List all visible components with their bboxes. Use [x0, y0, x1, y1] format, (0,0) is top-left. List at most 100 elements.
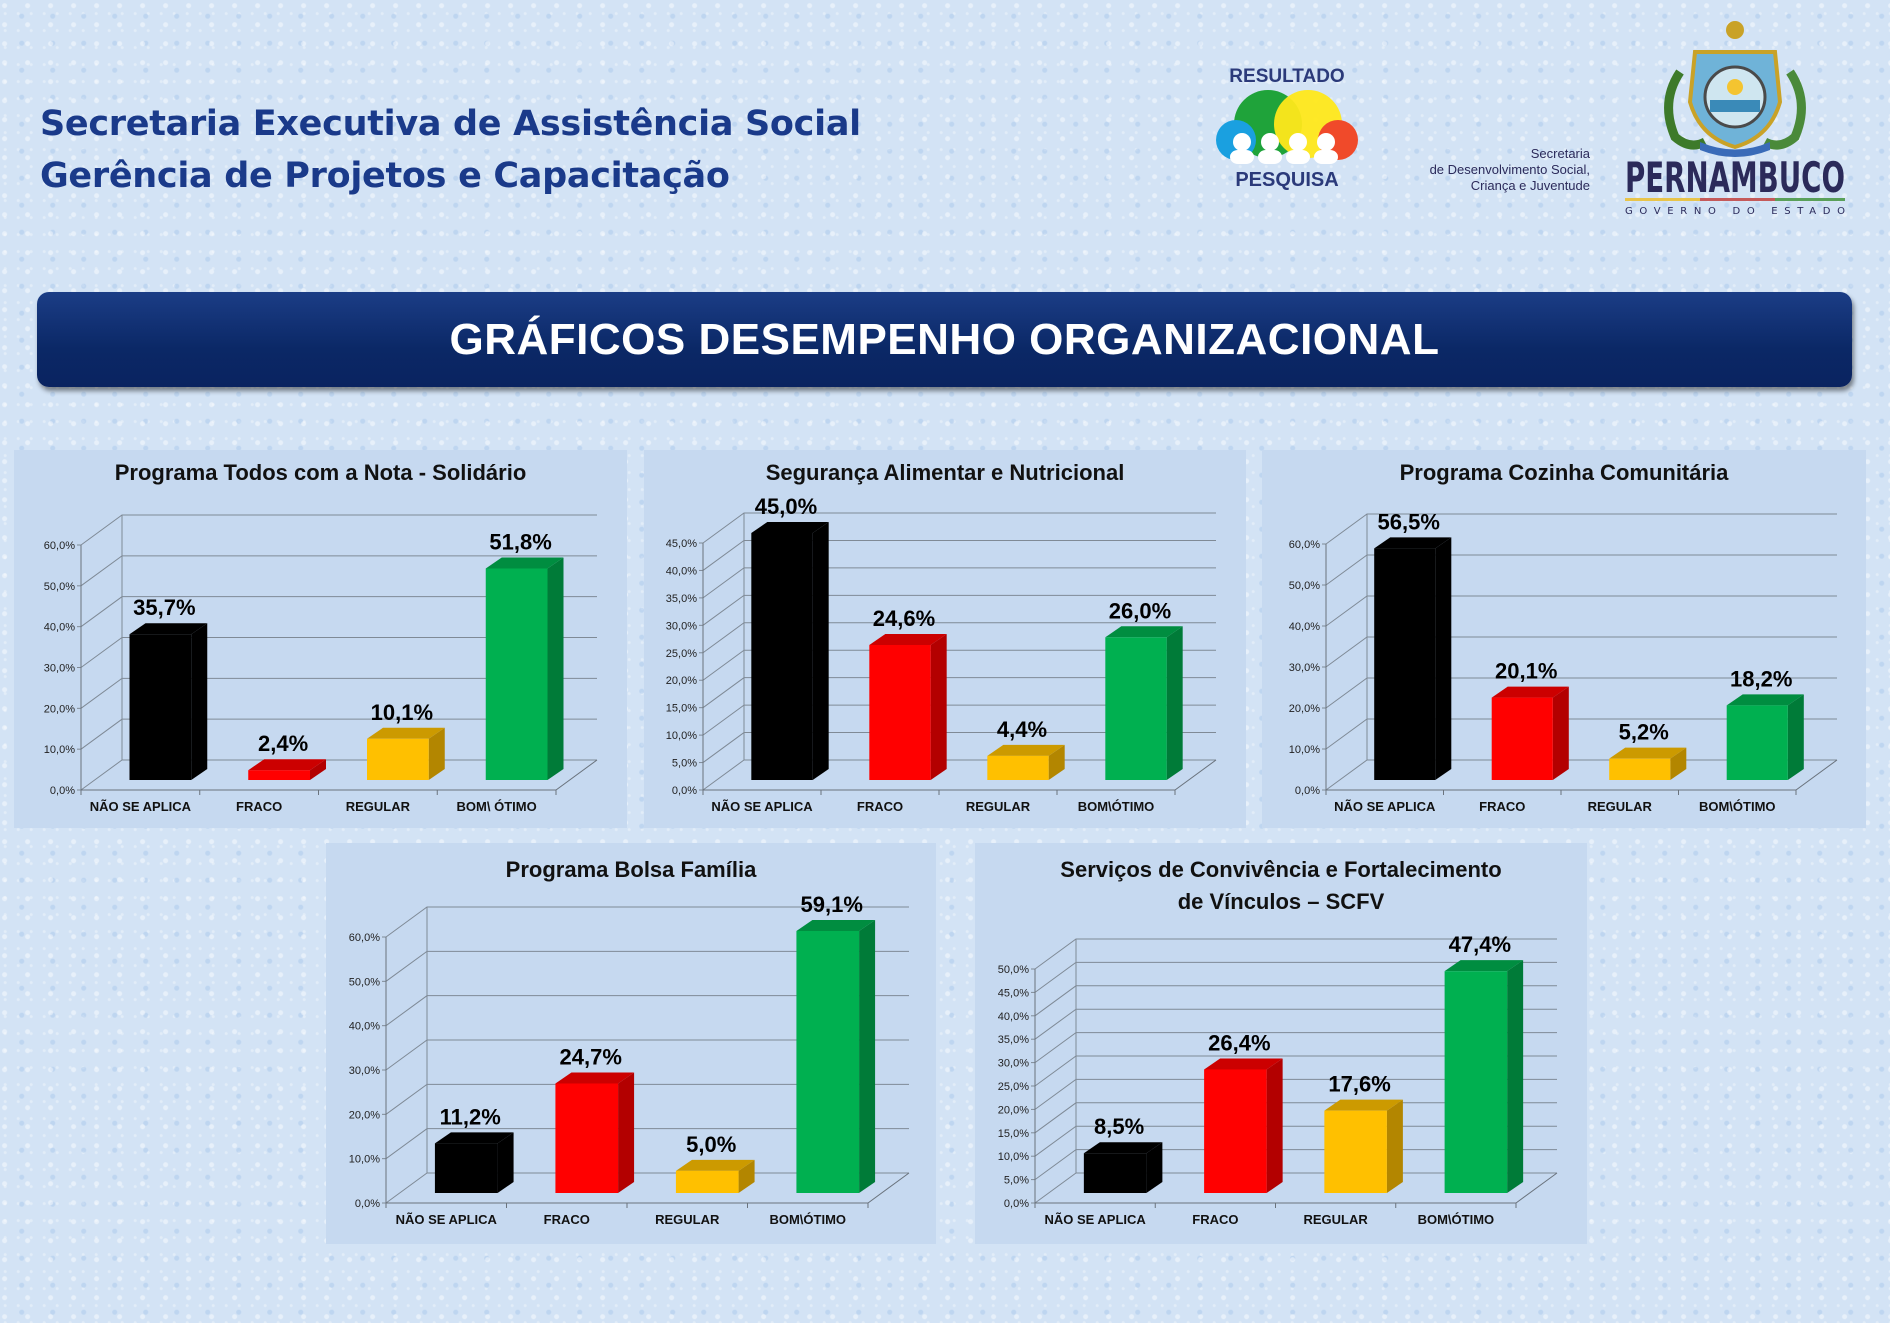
bar-side	[1507, 960, 1524, 1193]
data-label: 26,0%	[1109, 598, 1171, 623]
data-label: 24,6%	[873, 606, 935, 631]
bar-side	[738, 1159, 755, 1193]
pernambuco-logo: PERNAMBUCO GOVERNO DO ESTADO	[1625, 21, 1845, 217]
category-label: FRACO	[1192, 1212, 1238, 1227]
y-tick-label: 10,0%	[998, 1151, 1029, 1163]
bar-front	[796, 930, 860, 1193]
header-line-1: Secretaria Executiva de Assistência Soci…	[40, 104, 861, 144]
y-tick-label: 20,0%	[44, 703, 75, 715]
y-tick-label: 5,0%	[1004, 1175, 1029, 1187]
y-tick-label: 10,0%	[1289, 744, 1320, 756]
category-label: NÃO SE APLICA	[1044, 1212, 1146, 1227]
category-label: REGULAR	[966, 799, 1031, 814]
resultado-pesquisa-logo: RESULTADO PESQUISA	[1216, 66, 1358, 191]
category-label: FRACO	[1479, 799, 1525, 814]
bar-top	[1105, 626, 1183, 638]
bar-top	[1083, 1142, 1163, 1154]
bar-side	[1146, 1142, 1163, 1193]
logo-pesquisa-text: PESQUISA	[1235, 169, 1338, 191]
bar-front	[1324, 1110, 1387, 1193]
bar-front	[1444, 971, 1508, 1193]
data-label: 18,2%	[1730, 666, 1792, 691]
y-tick-label: 0,0%	[355, 1198, 380, 1210]
logo-resultado-text: RESULTADO	[1229, 66, 1344, 87]
chart-svg: Segurança Alimentar e Nutricional 0,0% 5,0…	[666, 460, 1217, 814]
bar-top	[485, 557, 564, 569]
bar-side	[1787, 694, 1804, 780]
bar-side	[191, 623, 208, 780]
chart-svg: Serviços de Convivência e Fortalecimento…	[998, 857, 1558, 1227]
y-tick-label: 40,0%	[666, 565, 697, 577]
category-label: BOM\ÓTIMO	[1418, 1212, 1495, 1227]
y-tick-label: 35,0%	[666, 593, 697, 605]
category-label: NÃO SE APLICA	[396, 1212, 498, 1227]
bar-side	[1386, 1099, 1403, 1193]
bar-top	[1726, 694, 1804, 706]
bar-front	[675, 1170, 739, 1193]
y-tick-label: 40,0%	[998, 1011, 1029, 1023]
y-tick-label: 30,0%	[349, 1065, 380, 1077]
data-label: 51,8%	[489, 529, 551, 554]
chart-title: Segurança Alimentar e Nutricional	[766, 460, 1125, 485]
y-tick-label: 50,0%	[44, 581, 75, 593]
bar-side	[310, 759, 326, 780]
bar-front	[434, 1143, 498, 1193]
secretaria-line: Secretaria	[1530, 146, 1590, 161]
y-tick-label: 30,0%	[1289, 662, 1320, 674]
bar-front	[485, 568, 548, 780]
data-label: 2,4%	[258, 731, 308, 756]
y-tick-label: 0,0%	[672, 785, 697, 797]
bar	[1374, 537, 1452, 780]
data-label: 24,7%	[560, 1044, 622, 1069]
pernambuco-text: PERNAMBUCO	[1625, 153, 1845, 202]
bar-side	[1166, 626, 1183, 780]
bar	[1324, 1099, 1403, 1193]
bar-side	[547, 557, 564, 780]
category-label: FRACO	[236, 799, 282, 814]
y-tick-label: 0,0%	[1295, 785, 1320, 797]
y-tick-label: 5,0%	[672, 758, 697, 770]
bar-top	[1444, 960, 1524, 972]
data-label: 20,1%	[1495, 659, 1557, 684]
bar	[367, 727, 445, 780]
bar	[1105, 626, 1183, 780]
bar-top	[1491, 686, 1569, 698]
data-label: 45,0%	[755, 494, 817, 519]
category-label: FRACO	[857, 799, 903, 814]
header-line-2: Gerência de Projetos e Capacitação	[40, 156, 730, 196]
chart-panel-scfv: Serviços de Convivência e Fortalecimento…	[975, 843, 1587, 1244]
data-label: 35,7%	[133, 595, 195, 620]
data-label: 10,1%	[371, 700, 433, 725]
y-tick-label: 60,0%	[1289, 539, 1320, 551]
category-label: REGULAR	[655, 1212, 720, 1227]
category-label: REGULAR	[1588, 799, 1653, 814]
bar	[987, 744, 1065, 780]
bar	[434, 1132, 514, 1193]
bar-front	[1105, 637, 1167, 780]
chart-title: Programa Cozinha Comunitária	[1400, 460, 1730, 485]
category-label: BOM\ÓTIMO	[1699, 799, 1776, 814]
y-tick-label: 20,0%	[666, 675, 697, 687]
data-label: 8,5%	[1094, 1114, 1144, 1139]
chart-panel-cozinha-comunitaria: Programa Cozinha Comunitária 0,0% 10,0% 20,…	[1262, 450, 1866, 828]
y-tick-label: 0,0%	[1004, 1198, 1029, 1210]
bar	[1204, 1058, 1283, 1193]
data-label: 26,4%	[1208, 1030, 1270, 1055]
bar-top	[434, 1132, 514, 1144]
data-label: 56,5%	[1378, 509, 1440, 534]
chart-panel-bolsa-familia: Programa Bolsa Família 0,0% 10,0% 20,0% 30,0…	[326, 843, 936, 1244]
y-tick-label: 40,0%	[44, 622, 75, 634]
bar	[675, 1159, 755, 1193]
governo-text: GOVERNO DO ESTADO	[1625, 206, 1845, 217]
coat-of-arms-icon	[1664, 21, 1806, 157]
bar-top	[367, 727, 445, 739]
bar	[751, 522, 829, 780]
y-tick-label: 10,0%	[44, 744, 75, 756]
y-tick-label: 10,0%	[666, 730, 697, 742]
y-tick-label: 15,0%	[666, 703, 697, 715]
y-tick-label: 30,0%	[998, 1058, 1029, 1070]
data-label: 4,4%	[997, 717, 1047, 742]
bar-side	[1435, 537, 1452, 780]
bar-front	[869, 644, 931, 780]
category-label: NÃO SE APLICA	[711, 799, 813, 814]
